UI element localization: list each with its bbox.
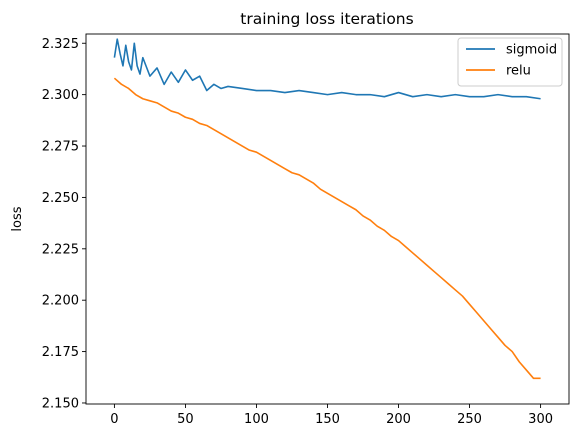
axes-frame [85, 33, 570, 405]
x-tick-label: 250 [457, 412, 482, 427]
legend-box [457, 37, 563, 87]
x-tick-label: 0 [110, 412, 118, 427]
x-axis-ticks: 0 50 100 150 200 250 300 [110, 404, 553, 427]
y-tick-label: 2.300 [42, 88, 79, 103]
y-tick-label: 2.275 [42, 140, 79, 155]
series-line-relu [113, 77, 541, 380]
x-tick-label: 300 [528, 412, 553, 427]
y-tick-label: 2.250 [42, 191, 79, 206]
y-tick-label: 2.150 [42, 396, 79, 411]
y-tick-label: 2.175 [42, 345, 79, 360]
series-line-sigmoid [113, 38, 541, 100]
y-axis-label: loss [10, 206, 25, 231]
y-axis-ticks: 2.150 2.175 2.200 2.225 2.250 2.275 2.300 2.325 [42, 37, 86, 411]
legend: sigmoid relu [457, 37, 563, 87]
y-tick-label: 2.325 [42, 37, 79, 52]
legend-label-sigmoid: sigmoid [506, 43, 557, 58]
y-tick-label: 2.200 [42, 294, 79, 309]
x-tick-label: 50 [177, 412, 194, 427]
y-tick-label: 2.225 [42, 242, 79, 257]
chart-title: training loss iterations [240, 10, 413, 28]
x-tick-label: 200 [386, 412, 411, 427]
x-tick-label: 100 [244, 412, 269, 427]
x-tick-label: 150 [315, 412, 340, 427]
legend-label-relu: relu [506, 64, 531, 79]
